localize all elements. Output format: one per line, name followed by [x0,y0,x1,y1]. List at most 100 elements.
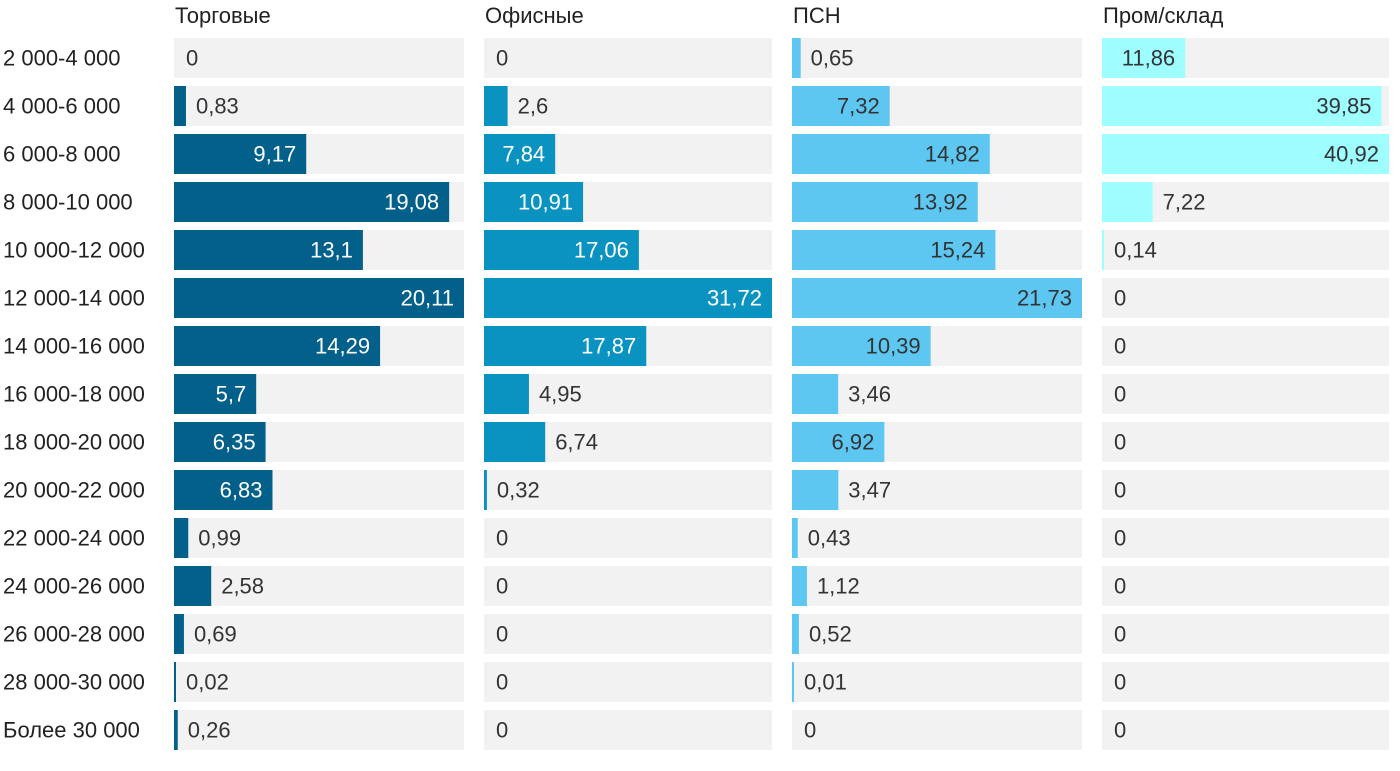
bar [792,422,885,462]
bar [792,134,990,174]
data-label: 0 [1114,334,1126,359]
data-label: 0 [496,526,508,551]
data-label: 7,22 [1163,190,1206,215]
bar-track [484,374,772,414]
bar [484,86,508,126]
bar [484,134,556,174]
data-label: 6,35 [213,430,256,455]
bar-track [174,518,464,558]
bar [792,662,794,702]
bar [174,230,363,270]
data-label: 0 [1114,574,1126,599]
data-label: 0,52 [809,622,852,647]
bar [792,38,801,78]
category-label: 18 000-20 000 [3,430,145,455]
bar-track [792,518,1082,558]
data-label: 0 [496,574,508,599]
bar-track [792,710,1082,750]
bar-track [484,38,772,78]
bar [792,278,1082,318]
bar-track [484,566,772,606]
data-label: 15,24 [930,238,985,263]
bar [484,326,647,366]
data-label: 14,82 [925,142,980,167]
bar-track [484,518,772,558]
bar [174,422,266,462]
data-label: 0 [1114,526,1126,551]
data-label: 20,11 [401,286,454,311]
bar-track [1102,566,1389,606]
category-label: 4 000-6 000 [3,94,120,119]
bar [792,182,978,222]
bar-track [792,38,1082,78]
data-label: 17,06 [574,238,629,263]
category-label: 22 000-24 000 [3,526,145,551]
data-label: 13,1 [310,238,353,263]
bar [174,470,273,510]
panel-псн: 0,65 7,32 14,82 13,92 15,24 21,73 10,39 3,46 6,9… [792,38,1082,750]
bar [1102,134,1389,174]
data-label: 0,02 [186,670,229,695]
data-label: 1,12 [817,574,860,599]
bar-track [1102,230,1389,270]
data-label: 11,86 [1122,46,1175,71]
bar [792,614,799,654]
bar-track [174,662,464,702]
bar [174,134,307,174]
bar [484,182,584,222]
data-label: 0,43 [808,526,851,551]
data-label: 0 [1114,670,1126,695]
data-label: 0,26 [188,718,231,743]
category-label: 16 000-18 000 [3,382,145,407]
panel-header-офисные: Офисные [485,3,584,28]
data-label: 0 [496,46,508,71]
data-label: 10,91 [518,190,573,215]
bar-track [174,566,464,606]
category-label: 2 000-4 000 [3,46,120,71]
data-label: 0 [804,718,816,743]
bar-track [1102,662,1389,702]
bar-track [792,662,1082,702]
data-label: 0 [1114,718,1126,743]
data-label: 19,08 [384,190,439,215]
bar [174,374,257,414]
data-label: 0 [496,670,508,695]
data-label: 0,32 [497,478,540,503]
bar [484,278,772,318]
category-label: 6 000-8 000 [3,142,120,167]
category-label: 26 000-28 000 [3,622,145,647]
bar-track [174,86,464,126]
data-label: 6,74 [555,430,598,455]
data-label: 2,6 [518,94,549,119]
data-label: 0,65 [811,46,854,71]
data-label: 9,17 [253,142,296,167]
data-label: 5,7 [216,382,247,407]
data-label: 10,39 [866,334,921,359]
bar [792,566,807,606]
bar-track [484,86,772,126]
bar-track [1102,326,1389,366]
data-label: 0,14 [1114,238,1157,263]
category-label: 20 000-22 000 [3,478,145,503]
data-label: 7,84 [502,142,545,167]
data-label: 17,87 [581,334,636,359]
category-label: Более 30 000 [3,718,140,743]
bar-track [484,614,772,654]
panel-header-псн: ПСН [793,3,841,28]
data-label: 0 [496,622,508,647]
data-label: 7,32 [837,94,880,119]
category-label: 14 000-16 000 [3,334,145,359]
data-label: 3,47 [848,478,891,503]
bar [484,422,546,462]
data-label: 21,73 [1017,286,1072,311]
bar-track [1102,374,1389,414]
bar [174,614,184,654]
bar-track [1102,470,1389,510]
panel-header-торговые: Торговые [175,3,271,28]
panel-пром-склад: 11,86 39,85 40,92 7,220,14 0 0 0 0 0 0 0 0 0 0 [1102,38,1389,750]
panel-торговые: 0 0,83 9,17 19,08 13,1 20,11 14,29 5,7 6,35 6,83 0… [174,38,464,750]
bar [174,278,464,318]
bar-track [1102,518,1389,558]
bar [174,182,450,222]
